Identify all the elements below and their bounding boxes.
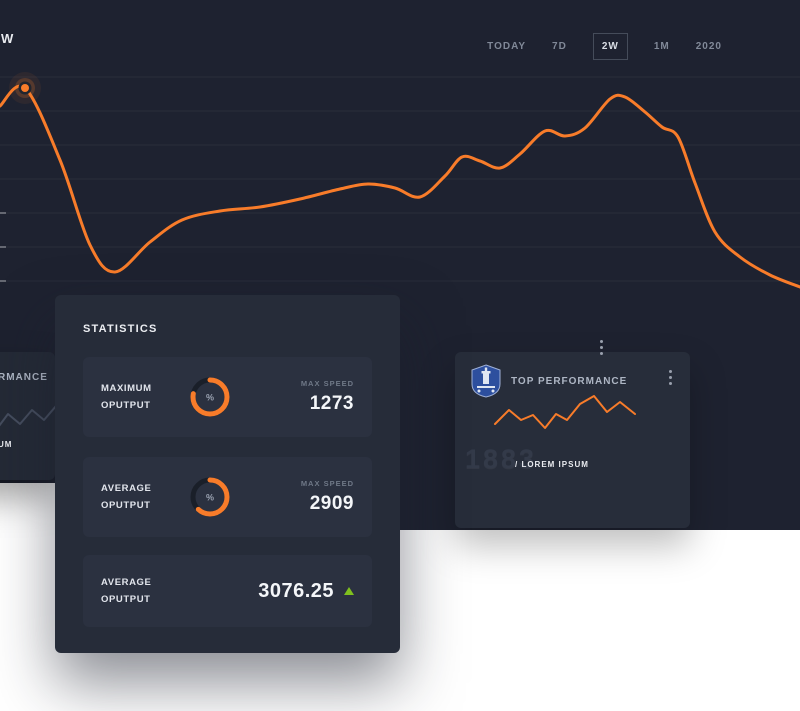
performance-sparkline [494,395,636,429]
kebab-menu-icon[interactable] [600,340,603,355]
stat-value: 3076.25 [258,579,334,602]
time-range-selector: TODAY 7D 2W 1M 2020 [487,33,722,60]
range-option-2020[interactable]: 2020 [695,41,722,52]
statistics-card: STATISTICS MAXIMUM OPUTPUT % MAX SPEED 1… [55,295,400,653]
stat-value-label: MAX SPEED [300,479,354,488]
gauge-percent-symbol: % [206,393,214,403]
range-option-7d[interactable]: 7D [552,41,567,52]
club-crest-logo [471,364,501,398]
stat-value-label: MAX SPEED [300,379,354,388]
stat-value: 2909 [309,493,354,514]
stat-value: 1273 [309,393,354,414]
performance-caption: / LOREM IPSUM [515,460,589,469]
output-gauge: % [190,377,230,417]
kebab-menu-icon[interactable] [669,370,672,385]
stat-row-average-output-total: AVERAGE OPUTPUT 3076.25 [83,555,372,627]
range-option-2w[interactable]: 2W [592,33,628,60]
stat-row-label: MAXIMUM OPUTPUT [101,382,152,411]
left-card-caption-fragment: UM [0,440,13,449]
left-card-sparkline [0,405,55,427]
stat-row-label: AVERAGE OPUTPUT [101,482,152,511]
top-performance-card: TOP PERFORMANCE 1883 / LOREM IPSUM [455,352,690,528]
trend-up-icon [344,587,354,595]
left-card-title-fragment: RMANCE [0,372,48,383]
range-option-today[interactable]: TODAY [487,41,527,52]
gauge-percent-symbol: % [206,493,214,503]
range-option-1m[interactable]: 1M [653,41,670,52]
top-performance-title: TOP PERFORMANCE [511,376,628,387]
founding-year-value: 1883 [465,444,538,474]
output-gauge: % [190,477,230,517]
partially-hidden-performance-card: RMANCE UM [0,352,55,480]
statistics-title: STATISTICS [83,323,158,335]
stat-row-label: AVERAGE OPUTPUT [101,576,152,605]
page-title-fragment: W [1,31,16,46]
background-patch [0,483,55,530]
stat-row-maximum-output: MAXIMUM OPUTPUT % MAX SPEED 1273 [83,357,372,437]
stat-row-average-output: AVERAGE OPUTPUT % MAX SPEED 2909 [83,457,372,537]
